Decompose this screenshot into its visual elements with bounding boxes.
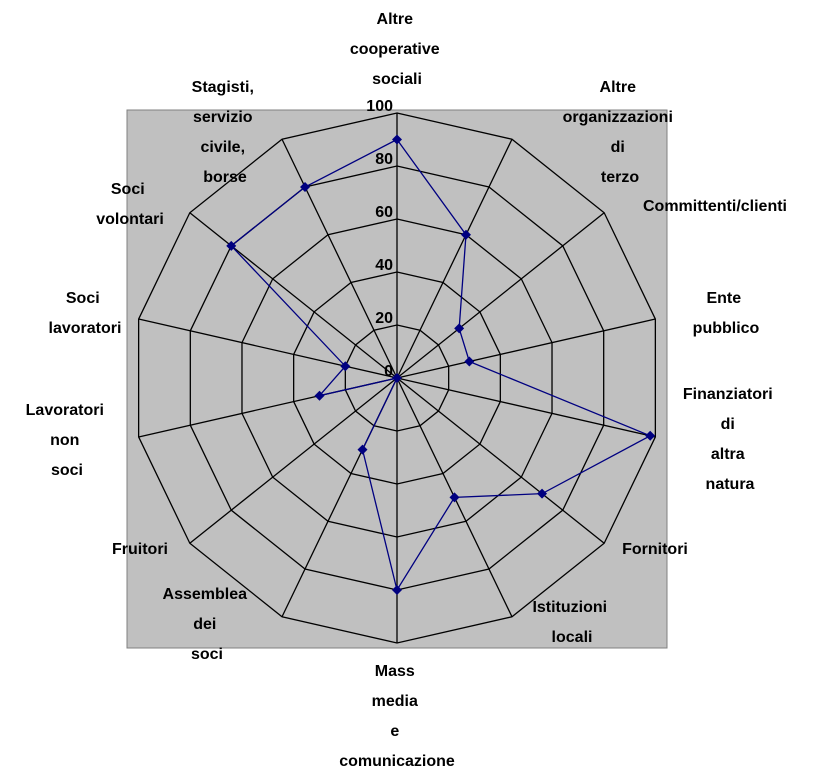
label-line: civile, xyxy=(201,139,250,156)
label-line: Finanziatori xyxy=(683,386,777,403)
spoke xyxy=(396,138,513,379)
marker xyxy=(392,134,402,145)
category-label: Soci volontari xyxy=(96,181,164,228)
label-line: Fornitori xyxy=(622,541,688,558)
label-line: Altre xyxy=(600,79,641,96)
label-line: volontari xyxy=(96,211,164,228)
spoke xyxy=(189,212,398,379)
spoke xyxy=(396,377,605,544)
tick-label: 40 xyxy=(375,257,393,274)
category-label: Altre organizzazioni di terzo xyxy=(563,79,678,186)
marker xyxy=(392,585,402,595)
label-line: dei xyxy=(193,616,221,633)
label-line: soci xyxy=(191,646,223,663)
label-line: servizio xyxy=(193,109,257,126)
label-line: Mass xyxy=(375,663,419,680)
label-line: Altre xyxy=(377,11,418,28)
label-line: di xyxy=(611,139,630,156)
label-line: e xyxy=(390,723,403,740)
category-label: Lavoratori non soci xyxy=(26,402,109,479)
marker xyxy=(314,390,325,401)
spoke xyxy=(396,212,605,379)
marker xyxy=(537,488,548,499)
label-line: lavoratori xyxy=(49,320,122,337)
spoke xyxy=(189,377,398,544)
category-label: Soci lavoratori xyxy=(49,290,122,337)
label-line: Committenti/clienti xyxy=(643,198,787,215)
spoke xyxy=(396,318,656,379)
marker xyxy=(300,181,311,192)
marker xyxy=(226,240,237,251)
label-line: cooperative xyxy=(350,41,444,58)
label-line: altra xyxy=(711,446,749,463)
marker xyxy=(464,356,475,367)
spoke xyxy=(281,138,398,379)
label-line: Fruitori xyxy=(112,541,168,558)
tick-label: 60 xyxy=(375,204,393,221)
label-line: Soci xyxy=(66,290,104,307)
tick-label: 0 xyxy=(384,363,393,380)
label-line: Ente xyxy=(706,290,745,307)
category-label: Committenti/clienti xyxy=(643,198,787,215)
marker xyxy=(340,361,351,372)
tick-label: 100 xyxy=(366,98,393,115)
label-line: comunicazione xyxy=(339,753,455,770)
label-line: Istituzioni xyxy=(532,599,611,616)
marker xyxy=(392,373,402,383)
label-line: organizzazioni xyxy=(563,109,678,126)
category-label: Fruitori xyxy=(112,541,168,558)
label-line: borse xyxy=(203,169,247,186)
marker xyxy=(357,444,368,455)
spoke xyxy=(396,377,656,438)
label-line: pubblico xyxy=(693,320,760,337)
tick-label: 80 xyxy=(375,151,393,168)
marker xyxy=(454,323,465,334)
label-line: Assemblea xyxy=(163,586,252,603)
category-label: Fornitori xyxy=(622,541,688,558)
tick-label: 20 xyxy=(375,310,393,327)
label-line: non xyxy=(50,432,84,449)
label-line: Stagisti, xyxy=(192,79,259,96)
spoke xyxy=(138,318,398,379)
marker xyxy=(645,430,656,441)
marker xyxy=(449,492,460,503)
label-line: Lavoratori xyxy=(26,402,109,419)
label-line: natura xyxy=(706,476,755,493)
category-label: Istituzioni locali xyxy=(532,599,611,646)
category-label: Assemblea dei soci xyxy=(163,586,252,663)
label-line: sociali xyxy=(372,71,422,88)
category-label: Mass media e comunicazione xyxy=(339,663,455,770)
label-line: terzo xyxy=(601,169,639,186)
category-label: Finanziatori di altra natura xyxy=(683,386,777,493)
label-line: Soci xyxy=(111,181,149,198)
label-line: media xyxy=(372,693,423,710)
label-line: locali xyxy=(552,629,593,646)
marker xyxy=(460,229,471,240)
label-line: di xyxy=(721,416,740,433)
category-label: Altre cooperative sociali xyxy=(350,11,444,88)
label-line: soci xyxy=(51,462,83,479)
category-label: Ente pubblico xyxy=(693,290,760,337)
category-label: Stagisti, servizio civile, borse xyxy=(192,79,259,186)
